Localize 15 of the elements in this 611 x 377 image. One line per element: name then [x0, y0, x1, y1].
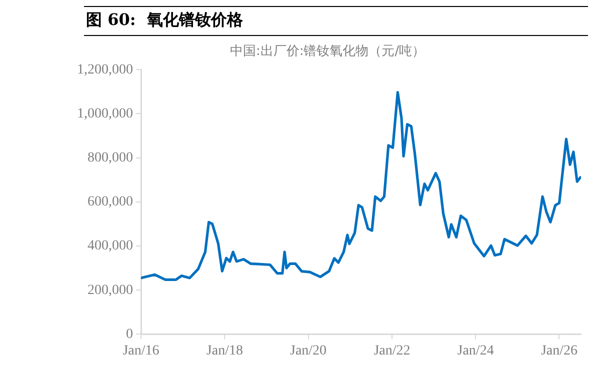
x-tick-label: Jan/18 [206, 343, 243, 358]
y-tick-label: 400,000 [88, 238, 133, 254]
y-tick-label: 1,200,000 [77, 62, 133, 78]
x-tick-label: Jan/16 [122, 343, 160, 358]
x-tick-label: Jan/20 [290, 343, 327, 358]
chart-title: 图 60: 氧化镨钕价格 [84, 6, 588, 36]
chart-subtitle: 中国:出厂价:镨钕氧化物（元/吨） [230, 44, 426, 60]
y-tick-label: 1,000,000 [77, 106, 133, 122]
y-tick-label: 800,000 [88, 150, 133, 166]
y-tick-label: 200,000 [88, 282, 133, 298]
y-tick-label: 0 [126, 326, 133, 342]
x-tick-label: Jan/26 [540, 343, 578, 358]
x-tick-label: Jan/22 [374, 343, 410, 358]
x-tick-label: Jan/24 [457, 343, 494, 358]
y-tick-label: 600,000 [88, 194, 133, 210]
